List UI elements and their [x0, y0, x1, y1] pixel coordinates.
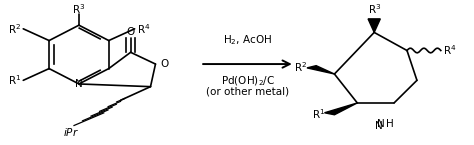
Text: N: N	[377, 119, 385, 129]
Text: N: N	[375, 121, 383, 131]
Text: N: N	[75, 79, 83, 89]
Text: $i$Pr: $i$Pr	[63, 126, 79, 137]
Polygon shape	[325, 103, 357, 115]
Text: R$^1$: R$^1$	[8, 73, 21, 87]
Text: O: O	[127, 27, 135, 37]
Text: O: O	[160, 59, 168, 69]
Text: (or other metal): (or other metal)	[206, 87, 290, 97]
Text: H: H	[386, 119, 393, 129]
Text: R$^1$: R$^1$	[312, 107, 326, 121]
Polygon shape	[368, 19, 380, 32]
Text: R$^3$: R$^3$	[72, 2, 86, 16]
Text: H$_2$, AcOH: H$_2$, AcOH	[223, 33, 273, 47]
Text: R$^3$: R$^3$	[367, 2, 381, 16]
Text: R$^4$: R$^4$	[137, 22, 150, 36]
Text: R$^2$: R$^2$	[294, 60, 308, 74]
Text: R$^4$: R$^4$	[443, 44, 456, 57]
Polygon shape	[307, 66, 335, 74]
Text: R$^2$: R$^2$	[8, 22, 21, 36]
Text: Pd(OH)$_2$/C: Pd(OH)$_2$/C	[221, 74, 275, 88]
